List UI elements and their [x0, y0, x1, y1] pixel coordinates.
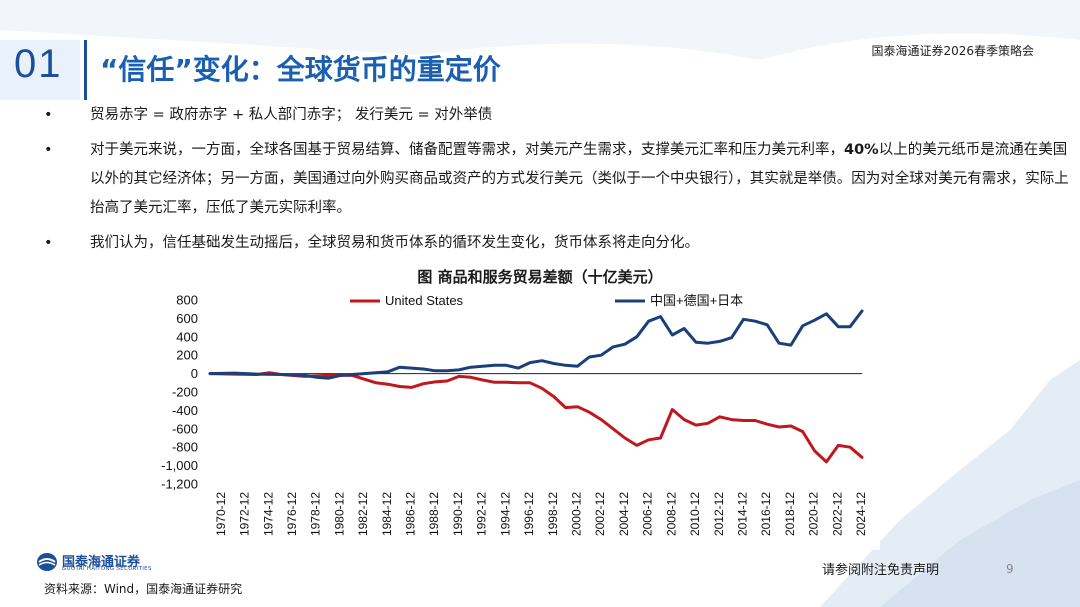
bullet-item: • 贸易赤字 = 政府赤字 + 私人部门赤字； 发行美元 = 对外举债 [44, 101, 1074, 130]
disclaimer-text: 请参阅附注免责声明 [822, 563, 940, 578]
x-tick-label: 2020-12 [807, 492, 821, 536]
y-tick-label: 600 [176, 311, 198, 326]
logo-text: 国泰海通证券 [62, 555, 141, 570]
x-tick-label: 2012-12 [712, 492, 726, 536]
bullet-text-after: 以上的美元纸币是流通在美国以外的其它经济体；另一方面，美国通过向外购买商品或资产… [90, 142, 1069, 216]
x-tick-label: 1972-12 [238, 492, 252, 536]
y-tick-label: -1,000 [161, 458, 198, 473]
page-title: “信任”变化：全球货币的重定价 [100, 53, 501, 86]
logo-subtext: GUOTAI HAITONG SECURITIES [62, 566, 152, 572]
bullet-text: 我们认为，信任基础发生动摇后，全球贸易和货币体系的循环发生变化，货币体系将走向分… [90, 235, 699, 251]
bullet-item: • 对于美元来说，一方面，全球各国基于贸易结算、储备配置等需求，对美元产生需求，… [44, 136, 1074, 223]
bullet-marker: • [44, 235, 53, 251]
logo-icon [37, 553, 57, 571]
x-tick-label: 1996-12 [522, 492, 536, 536]
trade-balance-chart: 800 600 400 200 0 -200 -400 -600 -800 -1,000 -1,20… [150, 290, 880, 550]
y-tick-label: -1,200 [161, 477, 198, 492]
bullet-text: 贸易赤字 = 政府赤字 + 私人部门赤字； 发行美元 = 对外举债 [90, 107, 493, 123]
x-tick-label: 2014-12 [735, 492, 749, 536]
x-tick-label: 1998-12 [546, 492, 560, 536]
source-note: 资料来源：Wind，国泰海通证券研究 [44, 582, 243, 596]
x-tick-label: 1990-12 [451, 492, 465, 536]
x-tick-label: 1984-12 [380, 492, 394, 536]
y-tick-label: -800 [172, 440, 198, 455]
x-axis: 1970-12 1972-12 1974-12 1976-12 1978-12 1980-… [214, 492, 868, 536]
bullet-text: 对于美元来说，一方面，全球各国基于贸易结算、储备配置等需求，对美元产生需求，支撑… [90, 142, 844, 158]
y-tick-label: 200 [176, 348, 198, 363]
x-tick-label: 2022-12 [830, 492, 844, 536]
y-tick-label: -600 [172, 421, 198, 436]
x-tick-label: 1982-12 [356, 492, 370, 536]
x-tick-label: 2010-12 [688, 492, 702, 536]
x-tick-label: 1994-12 [498, 492, 512, 536]
y-tick-label: -400 [172, 403, 198, 418]
y-tick-label: -200 [172, 385, 198, 400]
bullet-bold-text: 40% [844, 142, 879, 158]
conference-label: 国泰海通证券2026春季策略会 [871, 44, 1034, 58]
y-axis: 800 600 400 200 0 -200 -400 -600 -800 -1,000 -1,20… [161, 293, 862, 492]
x-tick-label: 1970-12 [214, 492, 228, 536]
x-tick-label: 2008-12 [664, 492, 678, 536]
x-tick-label: 1992-12 [475, 492, 489, 536]
x-tick-label: 2024-12 [854, 492, 868, 536]
page-number: 9 [1006, 562, 1014, 576]
x-tick-label: 1988-12 [427, 492, 441, 536]
bullet-marker: • [44, 142, 53, 158]
series-line [208, 309, 864, 380]
x-tick-label: 2000-12 [570, 492, 584, 536]
y-tick-label: 800 [176, 293, 198, 308]
x-tick-label: 2006-12 [641, 492, 655, 536]
series-line [208, 371, 864, 464]
y-tick-label: 400 [176, 329, 198, 344]
x-tick-label: 2002-12 [593, 492, 607, 536]
x-tick-label: 2004-12 [617, 492, 631, 536]
legend-label: 中国+德国+日本 [650, 293, 743, 308]
bullet-list: • 贸易赤字 = 政府赤字 + 私人部门赤字； 发行美元 = 对外举债 • 对于… [44, 101, 1074, 258]
y-tick-label: 0 [191, 366, 198, 381]
x-tick-label: 2016-12 [759, 492, 773, 536]
chart-title: 图 商品和服务贸易差额（十亿美元） [417, 268, 663, 286]
x-tick-label: 2018-12 [783, 492, 797, 536]
x-tick-label: 1978-12 [309, 492, 323, 536]
bullet-marker: • [44, 107, 53, 123]
header-divider [84, 40, 87, 100]
series-lines [208, 309, 864, 464]
slide-number: 01 [14, 42, 63, 86]
bullet-item: • 我们认为，信任基础发生动摇后，全球贸易和货币体系的循环发生变化，货币体系将走… [44, 229, 1074, 258]
slide-number-box [0, 40, 80, 100]
x-tick-label: 1976-12 [285, 492, 299, 536]
legend: United States 中国+德国+日本 [350, 293, 743, 308]
legend-label: United States [385, 293, 464, 308]
x-tick-label: 1980-12 [332, 492, 346, 536]
x-tick-label: 1986-12 [404, 492, 418, 536]
x-tick-label: 1974-12 [261, 492, 275, 536]
